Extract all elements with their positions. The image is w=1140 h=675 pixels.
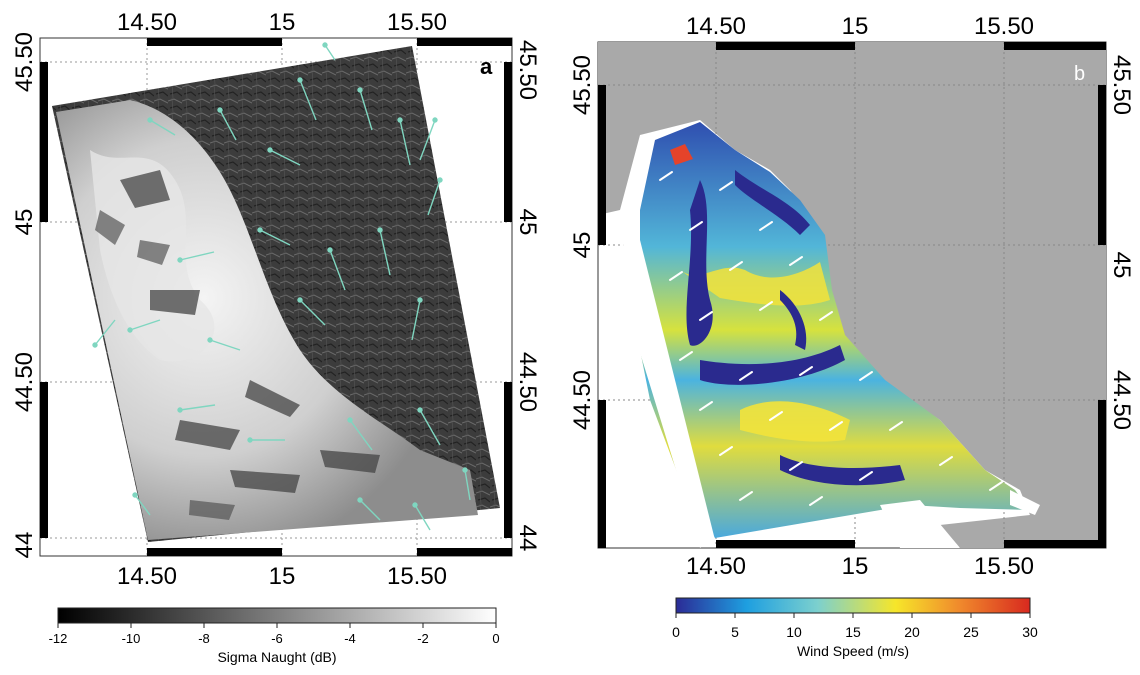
panel-a-colorbar-ramp: [57, 607, 497, 624]
panel-a-top-tick-3: 15.50: [387, 9, 447, 36]
panel-b-bottom-tick-3: 15.50: [974, 553, 1034, 580]
panel-b-cb-tick-6: 25: [963, 624, 979, 640]
panel-a-left-tick-3: 44.50: [11, 352, 38, 412]
panel-a-left-tick-2: 45: [11, 209, 38, 236]
panel-b-cb-tick-1: 0: [672, 624, 680, 640]
panel-a-cb-tick-5: -4: [344, 631, 356, 646]
panel-b-top-tick-3: 15.50: [974, 13, 1034, 40]
panel-b-bottom-tick-1: 14.50: [686, 553, 746, 580]
panel-a-bottom-tick-2: 15: [269, 563, 296, 590]
panel-b-left-tick-2: 45: [569, 232, 596, 259]
land-area: [598, 42, 1106, 548]
panel-a-left-tick-4: 44: [11, 532, 38, 559]
panel-a-axis-bars: [40, 38, 512, 556]
panel-b-cb-tick-2: 5: [731, 624, 739, 640]
panel-b-left-tick-3: 44.50: [569, 370, 596, 430]
panel-b-cb-tick-3: 10: [786, 624, 802, 640]
panel-a: a 14.50 15 15.50 14.50 15 15.50 45.50 45…: [11, 9, 541, 665]
panel-a-right-tick-2: 45: [514, 209, 541, 236]
panel-b-right-tick-1: 45.50: [1108, 55, 1135, 115]
panel-a-colorbar-title: Sigma Naught (dB): [217, 649, 336, 665]
panel-a-left-tick-1: 45.50: [11, 32, 38, 92]
panel-a-right-tick-3: 44.50: [514, 352, 541, 412]
panel-b-cb-tick-7: 30: [1022, 624, 1038, 640]
panel-b-cb-tick-4: 15: [845, 624, 861, 640]
panel-b-colorbar-ramp: [675, 597, 1031, 614]
panel-a-cb-tick-1: -12: [49, 631, 68, 646]
panel-b-colorbar: 0 5 10 15 20 25 30 Wind Speed (m/s): [672, 597, 1038, 659]
panel-a-right-tick-1: 45.50: [514, 40, 541, 100]
panel-a-wind-vectors: [92, 42, 471, 531]
panel-a-cb-tick-2: -10: [122, 631, 141, 646]
panel-a-top-tick-1: 14.50: [117, 9, 177, 36]
panel-b-right-tick-2: 45: [1108, 252, 1135, 279]
panel-a-cb-tick-3: -8: [198, 631, 210, 646]
panel-b-bottom-tick-2: 15: [842, 553, 869, 580]
panel-b: b 14.50 15 15.50 14.50 15 15.50 45.50 45…: [569, 13, 1135, 659]
wind-speed-field: [620, 122, 1040, 548]
panel-b-letter: b: [1074, 63, 1085, 85]
panel-a-bottom-tick-1: 14.50: [117, 563, 177, 590]
panel-a-cb-tick-7: 0: [492, 631, 499, 646]
panel-b-top-tick-2: 15: [842, 13, 869, 40]
panel-a-letter: a: [480, 54, 493, 79]
panel-b-top-tick-1: 14.50: [686, 13, 746, 40]
panel-b-left-tick-1: 45.50: [569, 55, 596, 115]
panel-b-right-tick-3: 44.50: [1108, 370, 1135, 430]
panel-a-top-tick-2: 15: [269, 9, 296, 36]
panel-a-bottom-tick-3: 15.50: [387, 563, 447, 590]
panel-a-right-tick-4: 44: [514, 525, 541, 552]
panel-a-colorbar: -12 -10 -8 -6 -4 -2 0 Sigma Naught (dB): [49, 607, 500, 665]
panel-b-wind-vectors: [659, 171, 1003, 506]
sar-image: [52, 46, 500, 542]
panel-b-axis-bars: [598, 42, 1106, 548]
panel-b-cb-tick-5: 20: [904, 624, 920, 640]
panel-a-cb-tick-4: -6: [271, 631, 283, 646]
panel-a-cb-tick-6: -2: [417, 631, 429, 646]
panel-b-colorbar-title: Wind Speed (m/s): [797, 643, 909, 659]
